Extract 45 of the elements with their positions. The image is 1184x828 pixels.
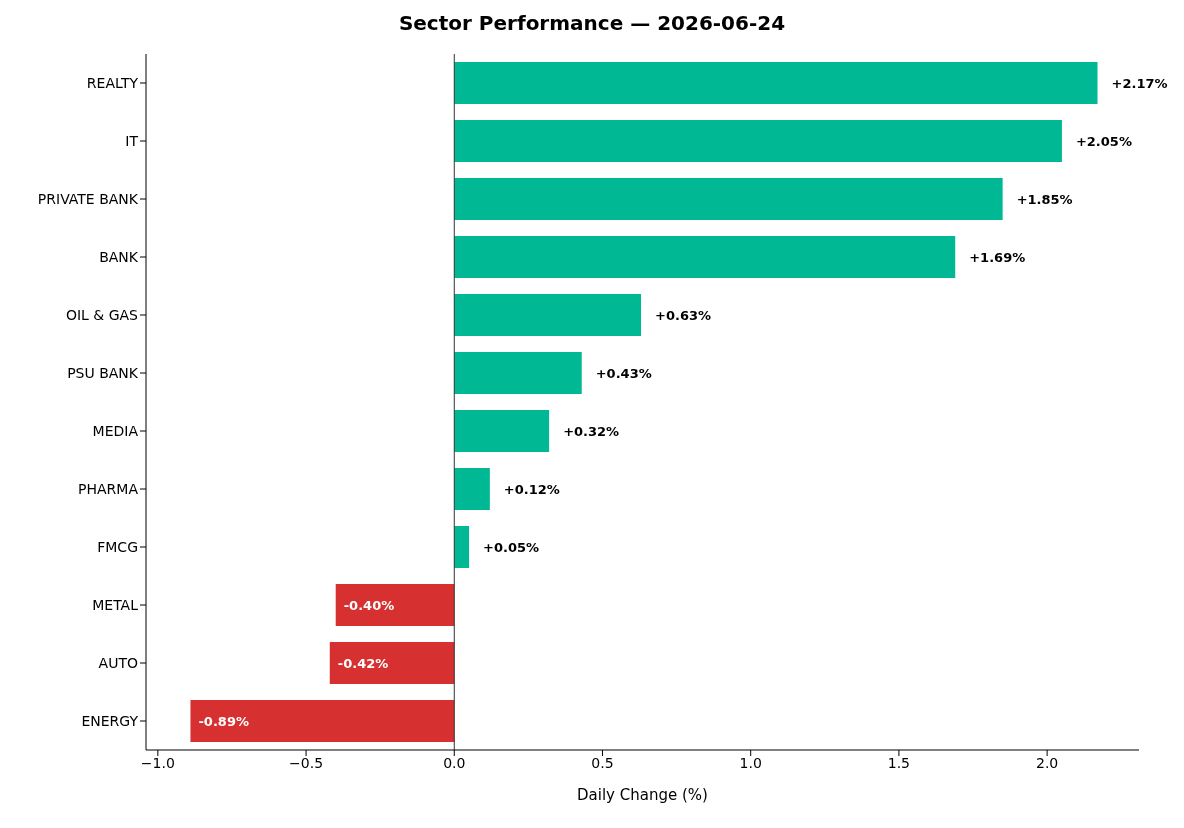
data-label: -0.40% xyxy=(343,597,395,613)
data-label: -0.42% xyxy=(337,655,389,671)
bar xyxy=(454,178,1003,220)
x-tick-label: 2.0 xyxy=(1035,754,1059,771)
bar xyxy=(454,120,1062,162)
bar xyxy=(454,294,642,336)
bar xyxy=(454,236,956,278)
bar xyxy=(454,526,470,568)
y-tick-label: OIL & GAS xyxy=(65,306,139,323)
data-label: +0.12% xyxy=(503,481,560,497)
x-tick-label: 0.0 xyxy=(443,754,466,771)
data-label: +0.05% xyxy=(483,539,540,555)
bar xyxy=(190,700,455,742)
y-tick-label: PSU BANK xyxy=(67,364,139,381)
y-tick-label: IT xyxy=(125,132,139,149)
y-tick-label: REALTY xyxy=(86,74,139,91)
bar xyxy=(454,352,582,394)
data-label: -0.89% xyxy=(198,713,249,729)
chart-title: Sector Performance — 2026-06-24 xyxy=(397,10,787,37)
x-axis-title: Daily Change (%) xyxy=(577,786,708,804)
y-tick-label: PHARMA xyxy=(78,480,139,497)
x-tick-label: −1.0 xyxy=(140,754,175,771)
bar xyxy=(329,642,455,684)
data-label: +2.05% xyxy=(1075,133,1132,149)
bar xyxy=(454,62,1098,104)
y-tick-label: ENERGY xyxy=(81,712,139,729)
y-tick-label: PRIVATE BANK xyxy=(37,190,139,207)
y-tick-label: FMCG xyxy=(97,538,138,555)
data-label: +0.43% xyxy=(595,365,652,381)
data-label: +1.69% xyxy=(969,249,1026,265)
x-tick-label: −0.5 xyxy=(289,754,324,771)
y-tick-label: METAL xyxy=(92,596,139,613)
bar xyxy=(335,584,455,626)
y-tick-label: AUTO xyxy=(98,654,138,671)
y-tick-label: BANK xyxy=(99,248,139,265)
bar xyxy=(454,410,550,452)
data-label: +1.85% xyxy=(1016,191,1073,207)
x-tick-label: 0.5 xyxy=(591,754,614,771)
data-label: +0.32% xyxy=(563,423,620,439)
data-label: +0.63% xyxy=(655,307,712,323)
y-tick-label: MEDIA xyxy=(92,422,139,439)
x-tick-label: 1.5 xyxy=(887,754,911,771)
x-tick-label: 1.0 xyxy=(739,754,762,771)
data-label: +2.17% xyxy=(1111,75,1168,91)
bar xyxy=(454,468,490,510)
